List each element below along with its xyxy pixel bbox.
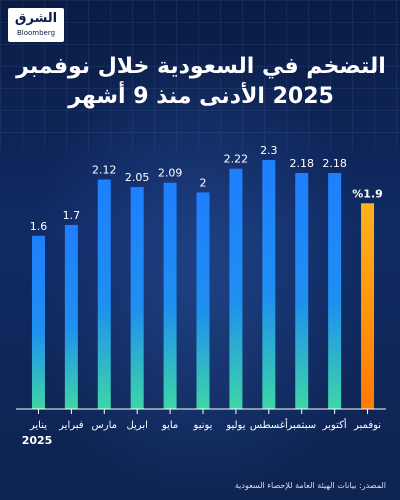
bar-6 (196, 192, 210, 409)
value-label-1: 1.6 (30, 220, 48, 233)
category-label-2: فبراير (58, 420, 84, 431)
bars-group (31, 160, 375, 409)
bar-10 (328, 172, 342, 409)
value-label-5: 2.09 (158, 167, 183, 180)
value-label-2: 1.7 (63, 209, 81, 222)
category-label-6: يونيو (193, 420, 213, 431)
bar-8 (262, 160, 276, 409)
logo-english-text: Bloomberg (16, 29, 56, 37)
category-label-1: يناير (29, 420, 47, 431)
bar-1 (31, 235, 45, 409)
bar-5 (163, 182, 177, 409)
category-label-10: أكتوبر (322, 418, 347, 431)
category-label-4: ابريل (126, 420, 147, 431)
bar-9 (295, 172, 309, 409)
value-label-6: 2 (200, 176, 207, 189)
value-label-9: 2.18 (289, 157, 314, 170)
year-label: 2025 (22, 434, 53, 447)
bar-3 (97, 179, 111, 409)
category-label-11: نوفمبر (353, 420, 381, 431)
bar-4 (130, 187, 144, 409)
value-label-10: 2.18 (322, 157, 347, 170)
value-label-11: %1.9 (352, 187, 383, 200)
value-label-8: 2.3 (260, 144, 278, 157)
category-label-5: مايو (161, 420, 178, 431)
value-label-7: 2.22 (224, 153, 249, 166)
source-note: المصدر: بيانات الهيئة العامة للإحصاء الس… (234, 481, 386, 490)
category-label-3: مارس (92, 420, 117, 431)
category-label-8: أغسطس (250, 418, 288, 431)
value-label-4: 2.05 (125, 171, 150, 184)
bar-2 (64, 224, 78, 409)
chart-title: التضخم في السعودية خلال نوفمبر 2025 الأد… (16, 54, 386, 109)
bar-11 (361, 203, 375, 409)
category-label-9: سبتمبر (286, 420, 316, 431)
bar-7 (229, 168, 243, 409)
logo-arabic-text: الشرق (14, 11, 58, 26)
x-ticks-group (37, 409, 369, 414)
value-label-3: 2.12 (92, 163, 117, 176)
asharq-bloomberg-logo: الشرق Bloomberg (8, 8, 64, 42)
background-grid-pattern (0, 0, 400, 150)
category-label-7: يوليو (225, 420, 245, 431)
category-labels-group: يناير فبراير مارس ابريل مايو يونيو يوليو أغسطس س… (29, 418, 381, 431)
value-labels-group: 1.6 1.7 2.12 2.05 2.09 2 2.22 2.3 2.18 2.18 %1.9 (30, 144, 383, 233)
